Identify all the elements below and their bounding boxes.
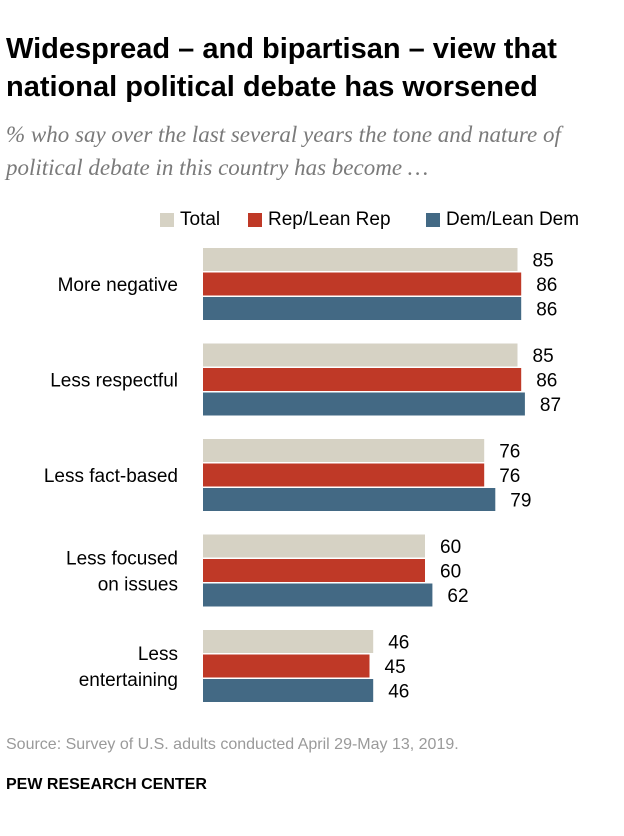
bar <box>203 343 518 367</box>
bar <box>203 534 425 558</box>
data-label: 62 <box>447 586 468 607</box>
footer-credit: PEW RESEARCH CENTER <box>6 776 207 793</box>
legend-item-rep: Rep/Lean Rep <box>248 208 391 232</box>
category-label: Less <box>138 644 178 665</box>
legend-label-rep: Rep/Lean Rep <box>268 209 391 230</box>
chart-subtitle: % who say over the last several years th… <box>6 122 561 180</box>
data-label: 46 <box>388 633 409 654</box>
data-label: 86 <box>536 300 557 321</box>
legend-item-total: Total <box>160 208 220 232</box>
data-label: 87 <box>540 395 561 416</box>
legend-label-total: Total <box>180 209 221 230</box>
data-label: 76 <box>499 466 520 487</box>
data-label: 85 <box>533 251 554 272</box>
category-label: Less fact-based <box>44 466 178 487</box>
bar <box>203 583 433 607</box>
category-label: entertaining <box>79 670 178 691</box>
data-label: 60 <box>440 562 461 583</box>
data-label: 60 <box>440 537 461 558</box>
bar <box>203 679 374 702</box>
category-label: Less respectful <box>50 371 178 392</box>
bar <box>203 272 522 296</box>
bar <box>203 463 485 487</box>
category-label: on issues <box>98 575 178 596</box>
data-label: 45 <box>385 657 406 678</box>
bar <box>203 559 425 582</box>
chart-title: Widespread – and bipartisan – view that … <box>6 33 557 103</box>
bar <box>203 630 374 653</box>
legend-label-dem: Dem/Lean Dem <box>446 209 580 230</box>
data-label: 85 <box>533 346 554 367</box>
bar <box>203 368 522 391</box>
data-label: 86 <box>536 275 557 296</box>
bar <box>203 488 496 511</box>
bar-chart: More negative 85 86 86 Less respectful 85 86 87… <box>44 248 561 703</box>
bar <box>203 654 370 678</box>
data-label: 86 <box>536 371 557 392</box>
data-label: 76 <box>499 442 520 463</box>
category-label: More negative <box>58 275 178 296</box>
source-note: Source: Survey of U.S. adults conducted … <box>6 736 459 753</box>
bar <box>203 392 525 416</box>
legend-swatch-total <box>160 213 174 227</box>
data-label: 79 <box>510 491 531 512</box>
legend-swatch-dem <box>426 213 440 227</box>
category-label: Less focused <box>66 549 178 570</box>
legend-item-dem: Dem/Lean Dem <box>426 208 579 232</box>
legend: Total Rep/Lean Rep Dem/Lean Dem <box>0 208 624 232</box>
bar <box>203 248 518 271</box>
bar <box>203 297 522 320</box>
bar <box>203 439 485 462</box>
legend-swatch-rep <box>248 213 262 227</box>
data-label: 46 <box>388 682 409 703</box>
